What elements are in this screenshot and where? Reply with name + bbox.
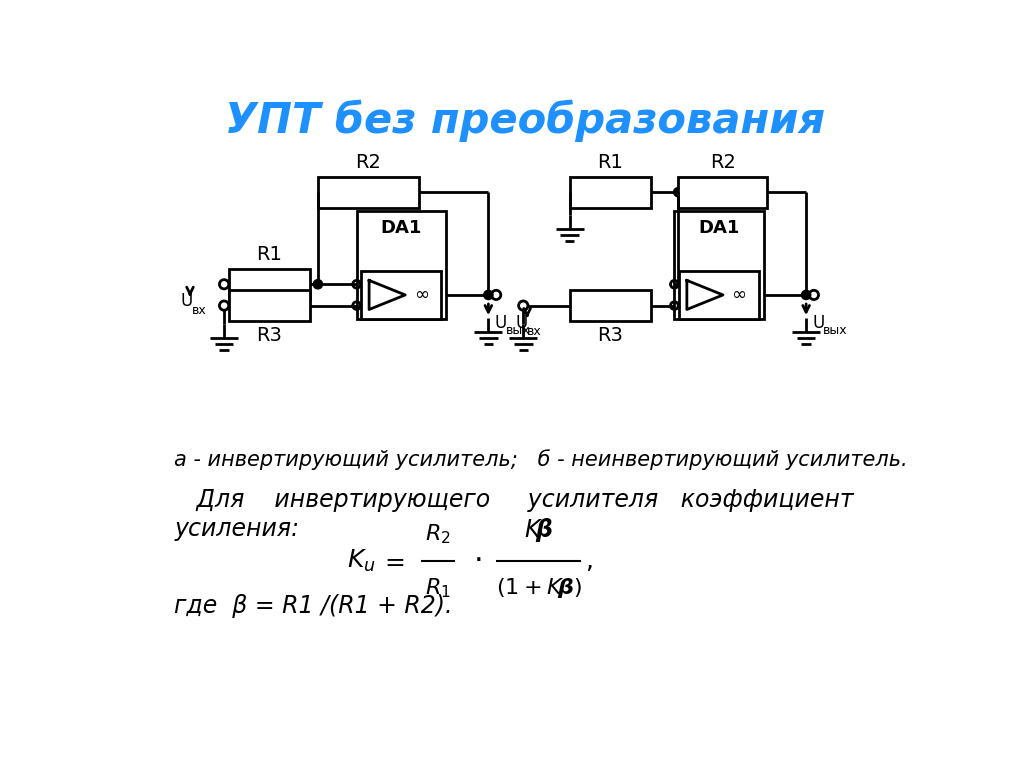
Text: R3: R3 (256, 326, 283, 344)
Text: УПТ без преобразования: УПТ без преобразования (224, 99, 825, 142)
Circle shape (802, 291, 811, 300)
Bar (356, 212, 445, 319)
Text: R3: R3 (597, 326, 624, 344)
Bar (228, 269, 310, 300)
Text: вых: вых (823, 324, 848, 337)
Text: $K\!\boldsymbol{\beta}$: $K\!\boldsymbol{\beta}$ (524, 516, 553, 544)
Text: DA1: DA1 (698, 219, 739, 237)
Text: $K_u$: $K_u$ (347, 548, 376, 574)
Bar (679, 271, 759, 319)
Circle shape (483, 291, 493, 300)
Text: $R_2$: $R_2$ (425, 522, 451, 545)
Bar (317, 176, 419, 208)
Text: усиления:: усиления: (174, 517, 300, 541)
Text: вх: вх (527, 325, 542, 338)
Text: $(1 + K\!\boldsymbol{\beta})$: $(1 + K\!\boldsymbol{\beta})$ (496, 576, 582, 601)
Text: вх: вх (191, 304, 206, 317)
Text: $R_1$: $R_1$ (425, 576, 451, 600)
Text: U: U (515, 314, 527, 331)
Bar (569, 290, 651, 321)
Text: вых: вых (506, 324, 530, 337)
Text: R2: R2 (355, 153, 381, 172)
Text: R1: R1 (597, 153, 624, 172)
Text: а - инвертирующий усилитель;   б - неинвертирующий усилитель.: а - инвертирующий усилитель; б - неинвер… (174, 449, 908, 469)
Bar (678, 176, 767, 208)
Circle shape (313, 280, 323, 289)
Text: Для    инвертирующего     усилителя   коэффициент: Для инвертирующего усилителя коэффициент (174, 488, 854, 512)
Text: R1: R1 (256, 245, 283, 265)
Text: U: U (495, 314, 507, 332)
Text: $\cdot$: $\cdot$ (472, 545, 481, 574)
Text: U: U (812, 314, 824, 332)
Text: R2: R2 (710, 153, 736, 172)
Text: ,: , (586, 549, 593, 573)
Text: DA1: DA1 (381, 219, 422, 237)
Text: где  β = R1 /(R1 + R2).: где β = R1 /(R1 + R2). (174, 594, 453, 617)
Bar (228, 290, 310, 321)
Text: ∞: ∞ (414, 286, 429, 304)
Circle shape (674, 187, 683, 197)
Bar (675, 212, 764, 319)
Text: U: U (180, 292, 193, 310)
Bar (569, 176, 651, 208)
Bar (361, 271, 441, 319)
Text: $=$: $=$ (380, 549, 406, 573)
Text: ∞: ∞ (731, 286, 746, 304)
